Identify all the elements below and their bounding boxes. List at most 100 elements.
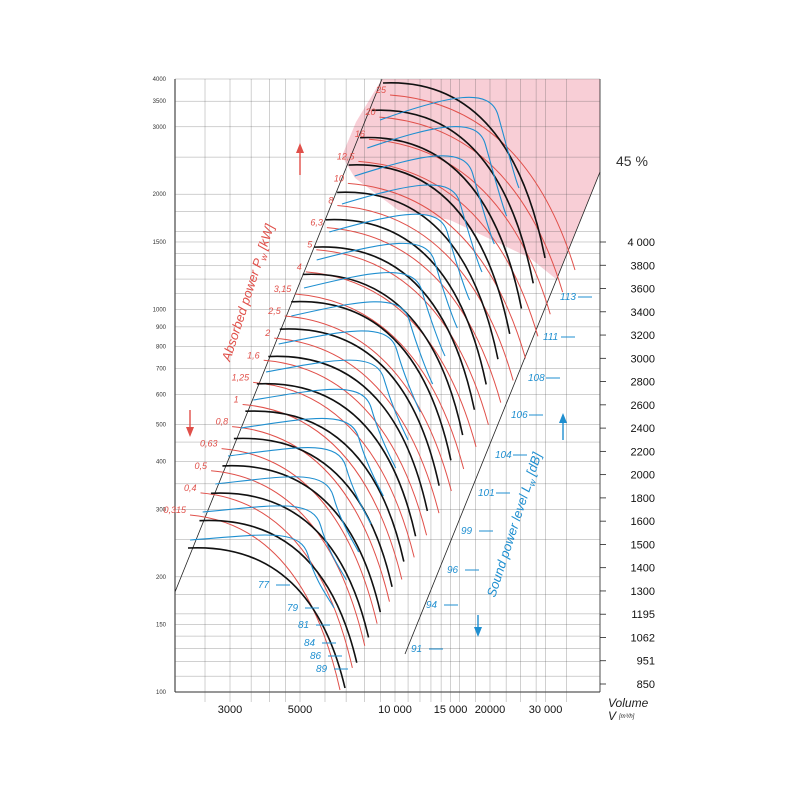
power-level-label: 16 [355, 129, 365, 139]
y-right-tick-label: 2000 [631, 470, 655, 482]
chart-curves [187, 82, 576, 691]
power-level-label: 20 [364, 107, 375, 117]
diagonal-boundary-left [174, 78, 383, 593]
x-tick-label: 3000 [218, 704, 242, 716]
fan-speed-curve [314, 246, 476, 410]
power-curve [316, 249, 489, 425]
power-level-label: 0,8 [216, 417, 229, 427]
efficiency-label: 45 % [616, 153, 648, 169]
power-level-label: 6,3 [310, 218, 323, 228]
power-level-label: 0,315 [163, 505, 187, 515]
y-left-tick-label: 200 [156, 575, 167, 581]
sound-curve [354, 155, 495, 245]
sound-curve [341, 184, 483, 273]
x-tick-label: 5000 [288, 704, 312, 716]
sound-level-label: 77 [258, 580, 270, 591]
x-axis-unit: [m³/h] [618, 714, 635, 720]
power-curve [284, 315, 452, 492]
x-tick-label: 10 000 [378, 704, 412, 716]
sound-curve [189, 534, 335, 609]
fan-speed-curve [199, 519, 358, 663]
power-curve [368, 138, 551, 315]
chart-markers [186, 143, 592, 670]
fan-speed-curve [382, 82, 546, 259]
y-right-tick-label: 1300 [631, 586, 655, 598]
sound-level-label: 104 [495, 450, 512, 461]
power-level-label: 1,25 [232, 372, 251, 382]
fan-speed-curve [360, 136, 523, 309]
power-curve [337, 205, 514, 381]
y-left-tick-label: 1500 [153, 240, 167, 246]
sound-curve [303, 272, 446, 357]
sound-level-label: 91 [411, 644, 422, 655]
sound-level-label: 99 [461, 526, 473, 537]
y-left-tick-label: 400 [156, 460, 167, 466]
x-tick-label: 20000 [475, 704, 506, 716]
sound-curve [240, 417, 384, 497]
y-left-tick-label: 600 [156, 392, 167, 398]
y-right-tick-label: 2400 [631, 423, 655, 435]
y-right-tick-label: 3000 [631, 353, 655, 365]
fan-speed-curve [222, 464, 382, 613]
sound-level-label: 113 [560, 292, 576, 303]
power-curve [232, 426, 390, 602]
fan-speed-curve [348, 164, 511, 335]
y-right-tick-label: 1600 [631, 516, 655, 528]
sound-level-label: 94 [426, 600, 438, 611]
sound-curve [316, 242, 458, 329]
y-left-tick-label: 150 [156, 623, 167, 629]
y-right-tick-label: 1400 [631, 563, 655, 575]
sound-curve [265, 359, 409, 441]
power-axis-title: Absorbed power Pw [kW] [218, 222, 279, 365]
sound-curve [202, 505, 347, 581]
y-left-tick-label: 3500 [153, 99, 167, 105]
y-right-tick-label: 2600 [631, 400, 655, 412]
sound-curve [278, 330, 421, 413]
y-right-tick-label: 951 [637, 656, 655, 668]
y-right-tick-label: 1800 [631, 493, 655, 505]
sound-level-label: 81 [298, 620, 309, 631]
x-tick-label: 15 000 [434, 704, 468, 716]
sound-level-label: 106 [511, 410, 528, 421]
sound-curve [329, 213, 471, 301]
power-curve [274, 337, 440, 514]
chart-grid [174, 78, 606, 702]
power-curve [389, 94, 576, 271]
power-level-label: 1,6 [247, 350, 260, 360]
y-right-tick-label: 4 000 [627, 237, 655, 249]
x-axis-symbol: V [608, 709, 617, 723]
y-right-tick-label: 1062 [631, 632, 655, 644]
y-left-tick-label: 1000 [153, 307, 167, 313]
y-right-tick-label: 3400 [631, 307, 655, 319]
sound-arrowhead-down [474, 627, 482, 637]
y-right-tick-label: 1500 [631, 539, 655, 551]
sound-level-label: 86 [310, 651, 322, 662]
sound-curve [253, 388, 397, 469]
y-right-tick-label: 3600 [631, 284, 655, 296]
power-arrowhead-down [186, 427, 194, 437]
power-curve [358, 160, 539, 337]
power-level-label: 0,5 [195, 461, 209, 471]
sound-curve [379, 96, 520, 189]
power-level-label: 10 [334, 173, 344, 183]
power-level-label: 2 [264, 328, 270, 338]
sound-level-label: 89 [316, 664, 328, 675]
y-right-tick-label: 3800 [631, 260, 655, 272]
fan-speed-curve [337, 191, 499, 360]
power-curve [326, 227, 502, 403]
power-arrowhead-up [296, 143, 304, 153]
power-level-label: 25 [375, 85, 387, 95]
fan-speed-curve [325, 218, 487, 385]
sound-curve [291, 301, 434, 385]
y-left-tick-label: 100 [156, 690, 167, 696]
power-level-label: 0,4 [184, 483, 197, 493]
x-tick-label: 30 000 [529, 704, 563, 716]
fan-speed-curve [291, 300, 452, 461]
fan-speed-curve [268, 355, 429, 512]
sound-level-label: 96 [447, 565, 459, 576]
diagonal-boundary-right [404, 171, 601, 655]
fan-speed-curve [245, 410, 405, 562]
fan-speed-curve [302, 273, 464, 436]
sound-level-label: 111 [543, 332, 558, 343]
chart-labels: 4000 3500 3000 2000 1500 1000 900 800 700 600 500 4… [153, 77, 655, 716]
